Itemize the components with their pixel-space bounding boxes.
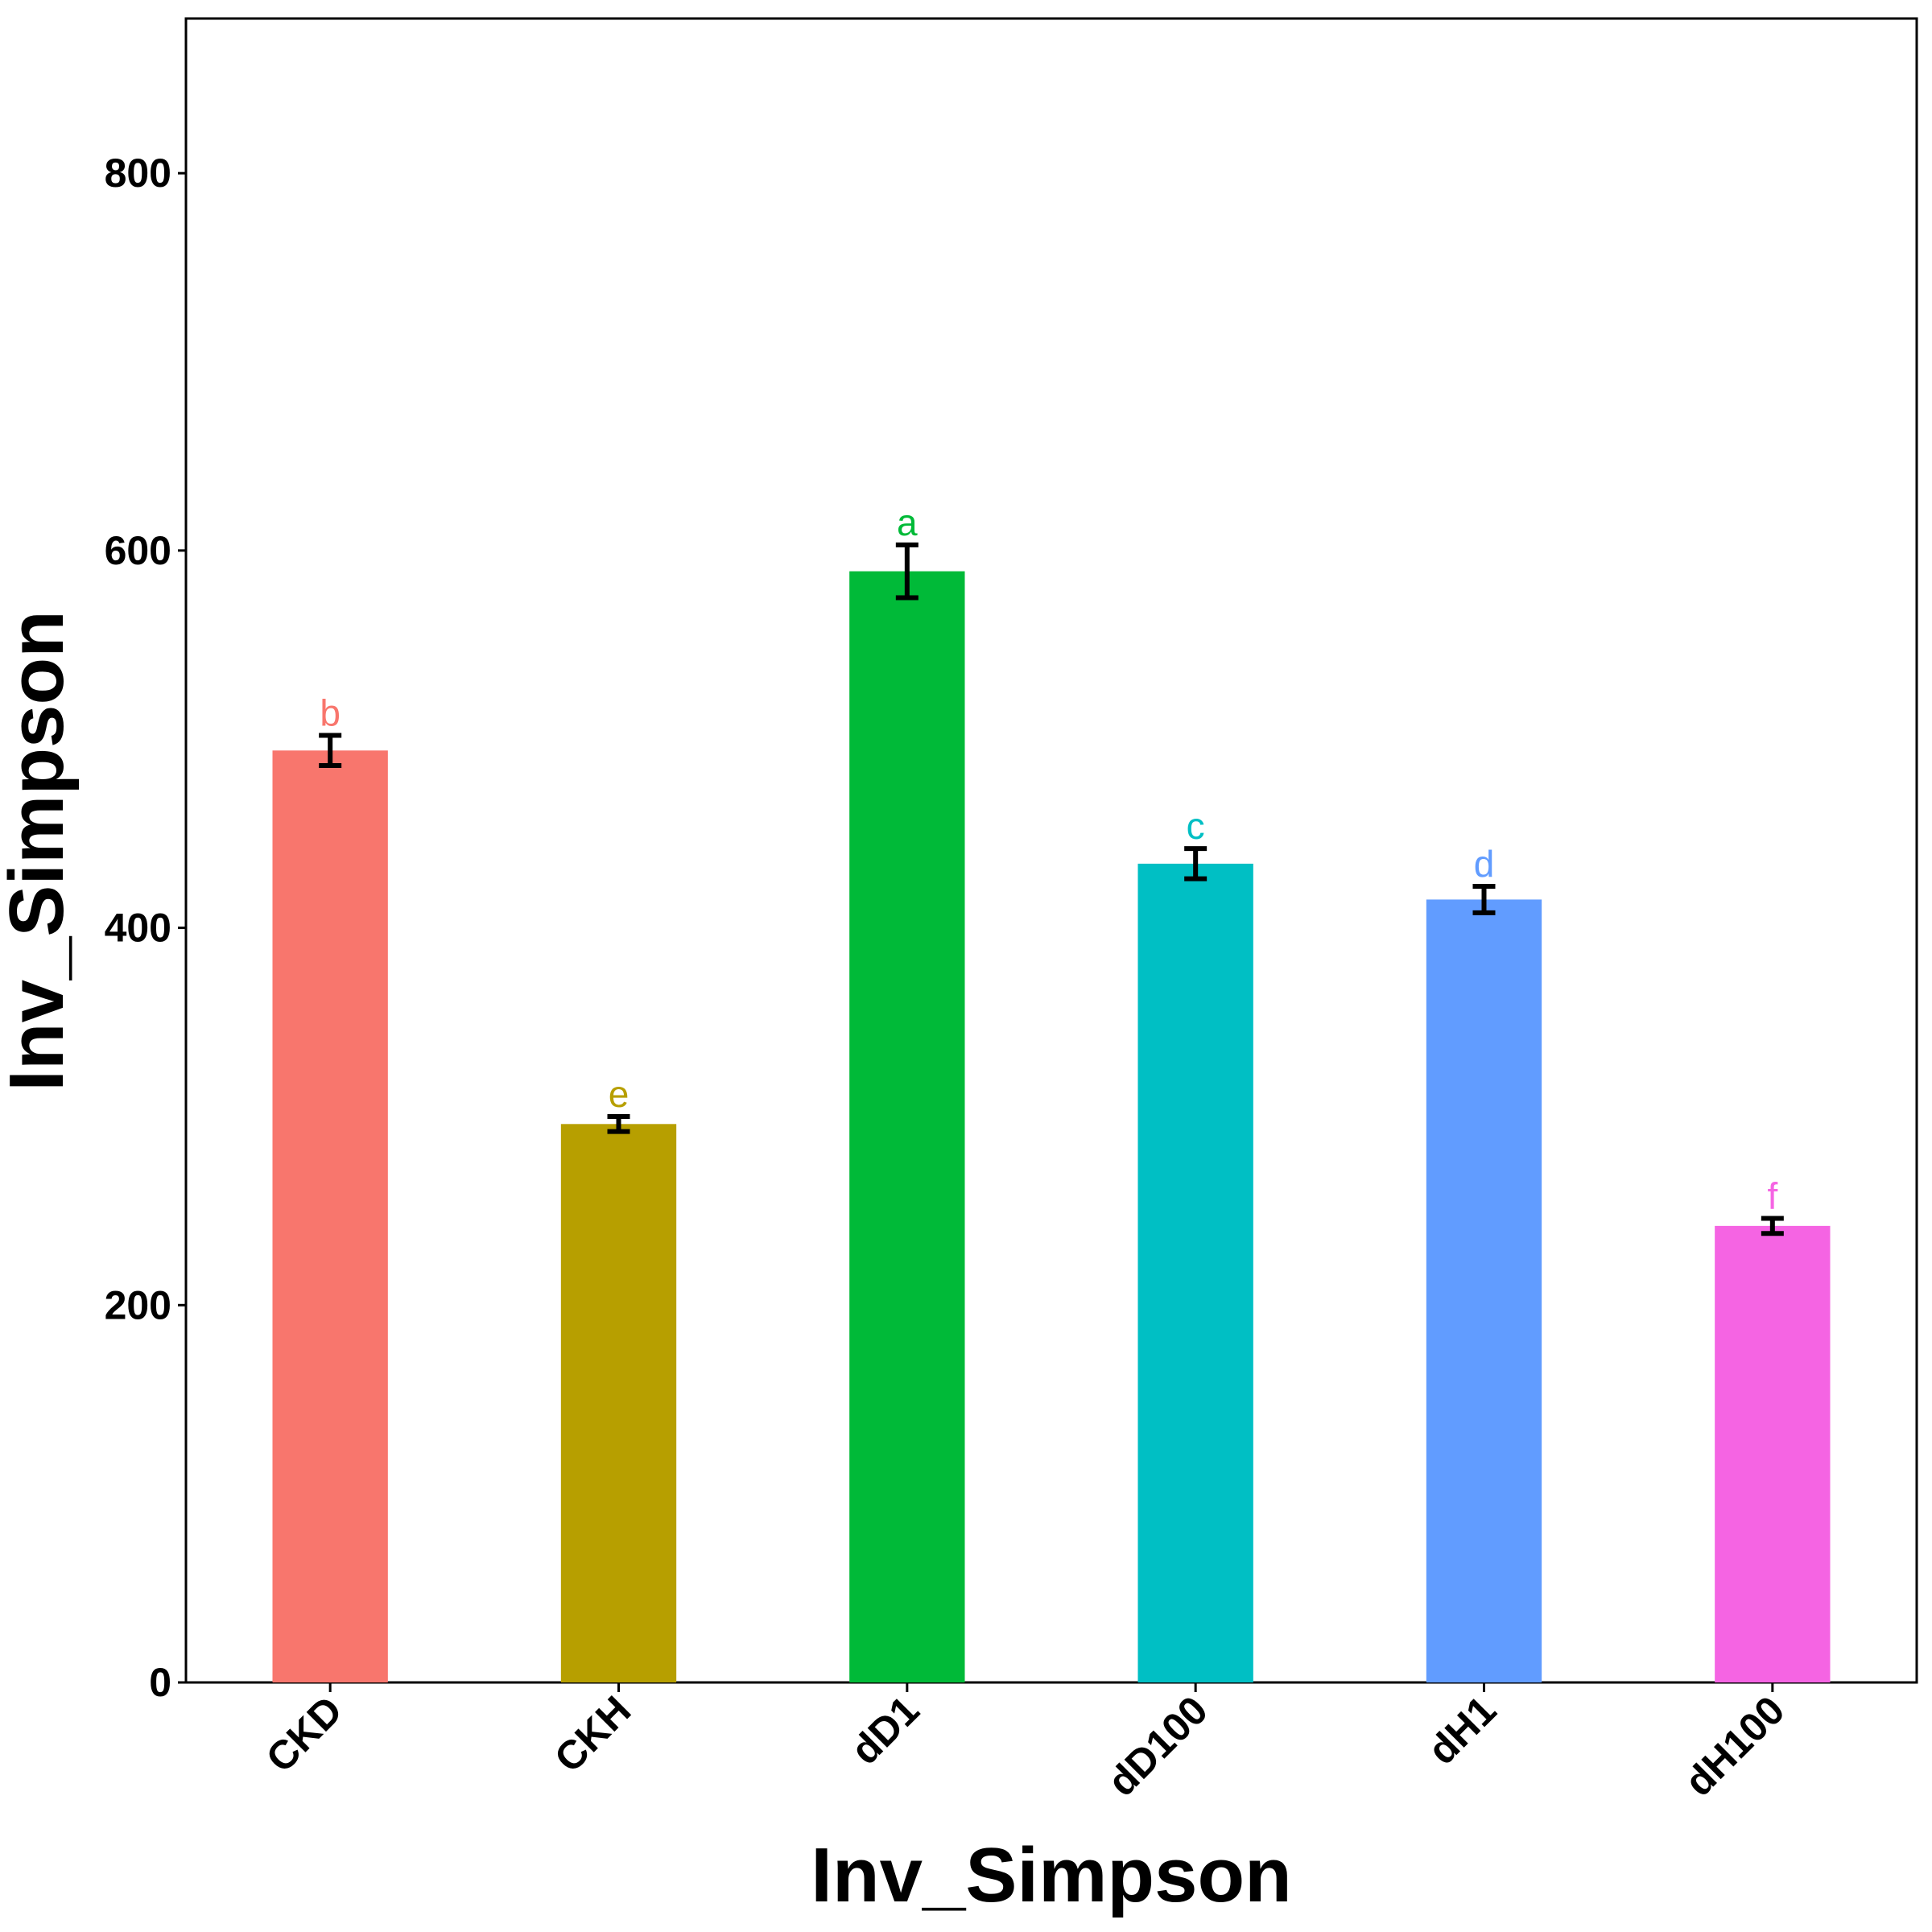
bars — [272, 571, 1831, 1683]
error-bar-dH100 — [1761, 1216, 1784, 1236]
bar-dH1 — [1426, 899, 1542, 1682]
plot-panel-border — [184, 17, 1918, 1684]
bar-dH100 — [1715, 1225, 1831, 1682]
bar-dD1 — [849, 571, 965, 1682]
y-tick-label: 600 — [105, 528, 171, 573]
error-bar-CKD — [319, 733, 342, 769]
significance-letter: f — [1767, 1174, 1777, 1216]
significance-letter: c — [1187, 805, 1205, 847]
x-tick-label: CKH — [546, 1687, 639, 1781]
x-tick-label: CKD — [258, 1687, 351, 1781]
significance-letter: a — [897, 502, 918, 543]
y-tick-label: 0 — [149, 1660, 171, 1705]
bar-CKD — [272, 750, 388, 1683]
significance-letter: d — [1474, 843, 1495, 885]
y-tick-label: 200 — [105, 1282, 171, 1327]
error-bar-dH1 — [1472, 884, 1496, 915]
x-axis-title: Inv_Simpson — [811, 1832, 1291, 1918]
x-axis: CKD CKH dD1 dD100 dH1 dH100 — [258, 1682, 1794, 1805]
significance-letters: b e a c d f — [320, 502, 1777, 1217]
bar-dD100 — [1137, 863, 1253, 1682]
bar-CKH — [560, 1124, 677, 1682]
error-bars — [319, 542, 1784, 1236]
x-tick-label: dH100 — [1676, 1687, 1794, 1805]
x-tick-label: dD1 — [842, 1687, 927, 1773]
x-tick-label: dH1 — [1419, 1687, 1505, 1773]
y-axis-title: Inv_Simpson — [0, 610, 80, 1091]
error-bar-dD1 — [895, 542, 919, 601]
significance-letter: e — [609, 1073, 630, 1115]
y-axis: 0 200 400 600 800 — [105, 151, 186, 1705]
error-bar-CKH — [607, 1113, 630, 1134]
x-tick-label: dD100 — [1099, 1687, 1216, 1805]
y-tick-label: 800 — [105, 151, 171, 196]
error-bar-dD100 — [1184, 846, 1208, 881]
y-tick-label: 400 — [105, 906, 171, 951]
significance-letter: b — [320, 692, 341, 734]
